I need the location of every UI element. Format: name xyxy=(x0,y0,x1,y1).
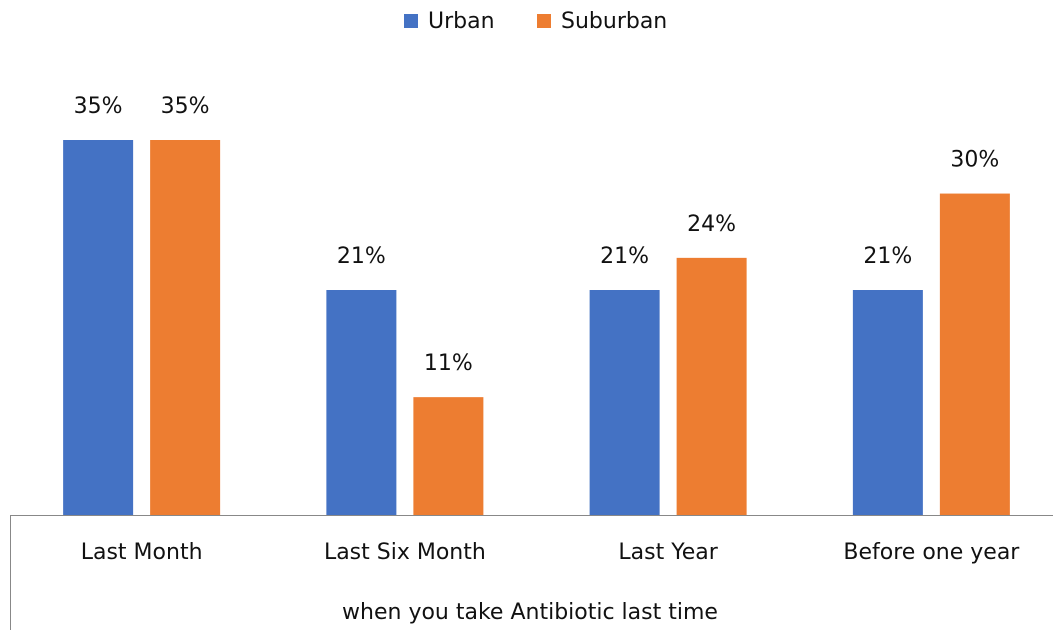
data-label: 30% xyxy=(950,148,999,173)
bar xyxy=(326,290,397,515)
data-label: 11% xyxy=(424,351,473,376)
bar xyxy=(413,397,484,515)
x-tick-label: Last Six Month xyxy=(324,540,486,565)
legend-label: Urban xyxy=(428,9,495,34)
bar xyxy=(150,140,221,515)
bar xyxy=(63,140,134,515)
x-tick-label: Last Year xyxy=(618,540,718,565)
bar xyxy=(589,290,660,515)
data-label: 21% xyxy=(863,244,912,269)
x-tick-label: Before one year xyxy=(843,540,1020,565)
x-tick-label: Last Month xyxy=(81,540,203,565)
data-label: 24% xyxy=(687,212,736,237)
data-label: 21% xyxy=(337,244,386,269)
bar xyxy=(852,290,923,515)
legend-swatch xyxy=(404,14,418,28)
x-axis-title: when you take Antibiotic last time xyxy=(342,600,718,625)
data-label: 35% xyxy=(74,94,123,119)
legend-label: Suburban xyxy=(561,9,667,34)
data-label: 35% xyxy=(161,94,210,119)
legend-swatch xyxy=(537,14,551,28)
bar xyxy=(676,257,747,515)
bar xyxy=(939,193,1010,516)
data-label: 21% xyxy=(600,244,649,269)
